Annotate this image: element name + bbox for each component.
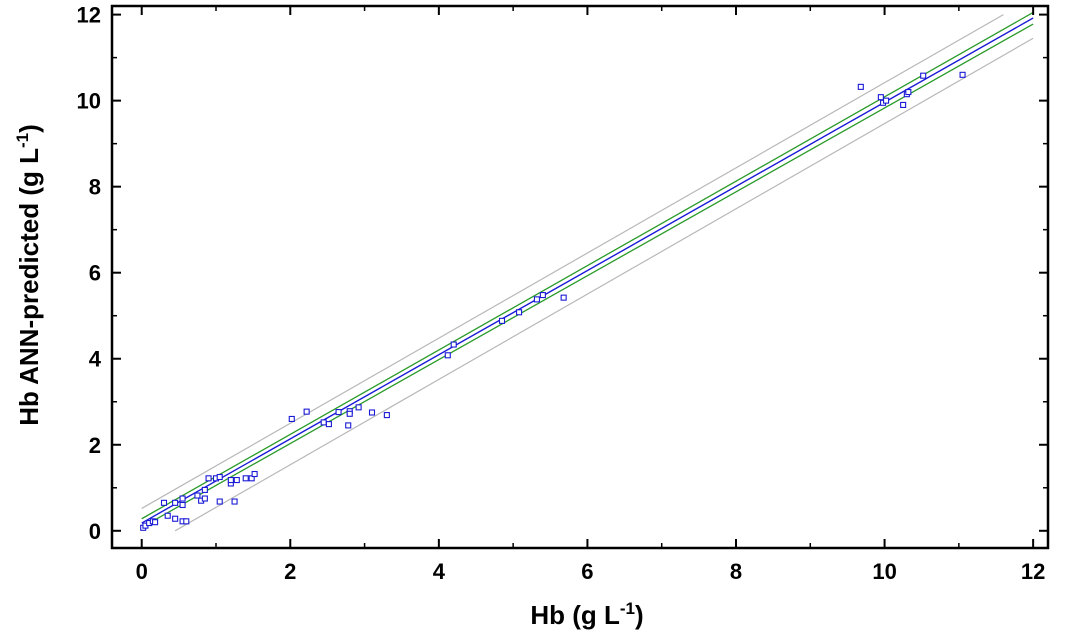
data-point [533, 296, 540, 303]
data-point [383, 412, 390, 419]
data-point [355, 404, 362, 411]
data-point [560, 294, 567, 301]
data-point [444, 352, 451, 359]
data-point [194, 492, 201, 499]
data-point [233, 476, 240, 484]
data-point [857, 83, 864, 90]
axes: 0 2 4 6 8 10 12 0 2 4 6 8 10 12 [77, 3, 1050, 584]
data-point [205, 475, 212, 482]
prediction-band-upper [141, 14, 1004, 509]
x-tick-label: 8 [730, 559, 742, 584]
data-point [450, 341, 457, 348]
data-point [172, 515, 179, 522]
x-tick-label: 4 [433, 559, 446, 584]
data-point [183, 518, 190, 525]
data-point [516, 309, 523, 316]
regression-line [141, 17, 1034, 524]
data-point [201, 495, 208, 502]
y-axis-title-superscript: -1 [13, 133, 32, 148]
y-tick-label: 0 [89, 519, 101, 544]
data-point [179, 501, 186, 509]
data-point [231, 498, 238, 505]
data-point [335, 409, 342, 416]
data-point [242, 475, 249, 482]
x-tick-label: 10 [872, 559, 896, 584]
y-axis-title: Hb ANN-predicted (g L-1) [13, 124, 44, 426]
x-axis-title-close: ) [635, 600, 644, 630]
x-axis-title-main: Hb (g L [530, 600, 620, 630]
y-axis-title-main: Hb ANN-predicted (g L [14, 148, 44, 426]
data-point [325, 421, 332, 428]
y-tick-label: 12 [77, 3, 101, 28]
plot-area [140, 11, 1034, 532]
x-tick-label: 2 [284, 559, 296, 584]
confidence-band-upper [141, 11, 1034, 520]
data-point [201, 486, 208, 493]
data-point [303, 408, 310, 415]
data-point [172, 499, 179, 506]
data-point [320, 419, 327, 426]
data-point [164, 512, 171, 519]
data-point [216, 498, 223, 505]
data-point [227, 476, 234, 484]
data-point [883, 97, 890, 104]
data-point [346, 410, 353, 417]
prediction-band-lower [174, 37, 1034, 532]
data-point [900, 101, 907, 108]
y-tick-label: 4 [89, 347, 102, 372]
x-tick-label: 0 [136, 559, 148, 584]
plot-frame [110, 4, 1050, 550]
y-axis-title-close: ) [14, 124, 44, 133]
y-tick-label: 10 [77, 89, 101, 114]
y-tick-label: 2 [89, 433, 101, 458]
x-axis-title: Hb (g L-1) [530, 599, 643, 630]
data-point [152, 519, 159, 526]
data-point [160, 499, 168, 506]
y-tick-label: 8 [89, 175, 101, 200]
data-point [905, 88, 912, 96]
x-tick-label: 12 [1021, 559, 1045, 584]
data-point [179, 495, 186, 502]
y-tick-label: 6 [89, 261, 101, 286]
data-point [345, 422, 352, 429]
x-axis-title-superscript: -1 [620, 599, 635, 618]
data-point [216, 473, 223, 481]
data-point [251, 470, 258, 478]
x-tick-label: 6 [581, 559, 593, 584]
data-point [920, 72, 927, 79]
data-point [288, 415, 295, 423]
data-point [959, 71, 966, 78]
data-point [877, 94, 884, 101]
data-point [539, 292, 546, 299]
data-point [498, 317, 506, 324]
confidence-band-lower [141, 23, 1034, 528]
data-point [368, 409, 376, 416]
